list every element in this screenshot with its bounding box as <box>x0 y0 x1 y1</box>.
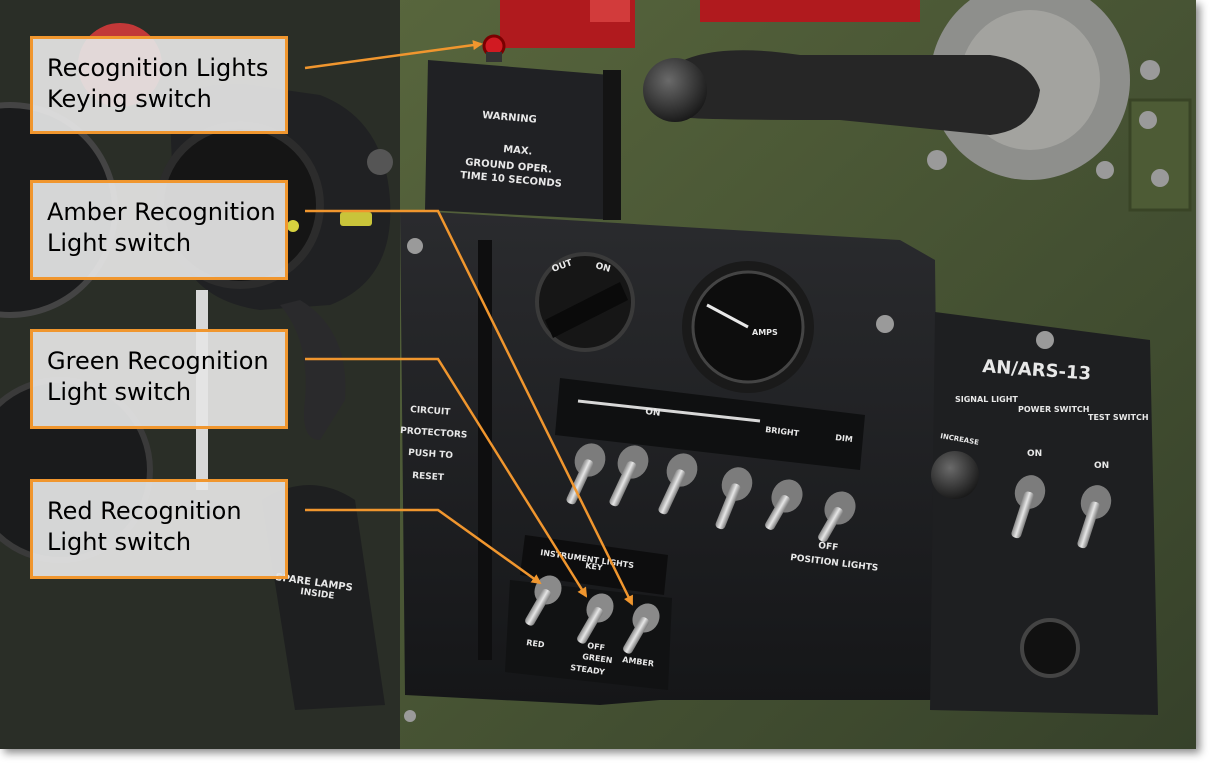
callout-keying-switch: Recognition Lights Keying switch <box>30 36 288 134</box>
cockpit-panel-illustration: SPARE LAMPS INSIDE WARNING MAX. GROUND O… <box>0 0 1196 749</box>
toggle-switch-row <box>566 443 856 542</box>
circuit-label: CIRCUIT <box>410 405 452 418</box>
callout-red-line-2: Light switch <box>47 528 192 556</box>
callout-green-line-2: Light switch <box>47 378 192 406</box>
push-to-label: PUSH TO <box>408 448 454 461</box>
rec-off-label: OFF <box>587 641 606 652</box>
ars13-test-on-label: ON <box>1094 461 1109 471</box>
ars13-power-switch-label: POWER SWITCH <box>1018 405 1089 414</box>
arrow-amber-switch <box>305 209 634 606</box>
reset-label: RESET <box>412 471 445 483</box>
instrument-key-label: KEY <box>585 561 604 572</box>
arrow-keying-switch <box>304 40 483 70</box>
callout-red-switch: Red Recognition Light switch <box>30 479 288 579</box>
warning-title: WARNING <box>482 110 537 126</box>
spare-lamps-inside-label: INSIDE <box>300 587 335 602</box>
rec-amber-label: AMBER <box>622 655 655 668</box>
amber-recognition-toggle <box>623 603 660 654</box>
arrow-red-switch <box>305 508 542 585</box>
ars13-panel <box>930 312 1158 715</box>
ars13-lamp <box>1020 618 1080 678</box>
selector-on-label: ON <box>594 261 611 275</box>
callout-keying-line-2: Keying switch <box>47 85 212 113</box>
callout-amber-line-2: Light switch <box>47 229 192 257</box>
strip-dim-label: DIM <box>835 433 854 444</box>
red-lever-right <box>700 0 920 22</box>
callout-arrows <box>304 40 634 606</box>
ars13-signal-light-label: SIGNAL LIGHT <box>955 395 1018 404</box>
panel-screws <box>404 60 1169 722</box>
annotated-cockpit-figure: SPARE LAMPS INSIDE WARNING MAX. GROUND O… <box>0 0 1196 749</box>
callout-amber-line-1: Amber Recognition <box>47 198 276 226</box>
callout-green-line-1: Green Recognition <box>47 347 269 375</box>
ars13-test-toggle <box>1077 485 1112 549</box>
strip-bright-label: BRIGHT <box>765 425 800 438</box>
green-recognition-toggle <box>577 593 614 644</box>
ars13-power-on-label: ON <box>1027 449 1042 459</box>
rec-red-label: RED <box>526 638 546 650</box>
selector-knob <box>545 282 628 338</box>
spare-lamps-plate <box>262 485 385 710</box>
lever-handle <box>660 50 1040 135</box>
lower-off-label: OFF <box>818 541 839 553</box>
callout-green-switch: Green Recognition Light switch <box>30 329 288 429</box>
strip-on-label: ON <box>645 407 661 419</box>
lighting-switch-strip <box>555 378 865 470</box>
arrow-green-switch <box>305 357 588 598</box>
warning-line-1: MAX. <box>503 144 533 158</box>
ars13-power-toggle <box>1011 475 1046 539</box>
warning-box <box>425 60 615 220</box>
callout-keying-line-1: Recognition Lights <box>47 54 269 82</box>
rec-green-label: GREEN <box>582 652 613 665</box>
callout-red-line-1: Red Recognition <box>47 497 242 525</box>
protectors-label: PROTECTORS <box>400 426 468 441</box>
callout-amber-switch: Amber Recognition Light switch <box>30 180 288 280</box>
ammeter-unit: AMPS <box>752 328 778 337</box>
ars13-test-switch-label: TEST SWITCH <box>1088 413 1149 422</box>
ars13-signal-knob <box>931 451 979 499</box>
